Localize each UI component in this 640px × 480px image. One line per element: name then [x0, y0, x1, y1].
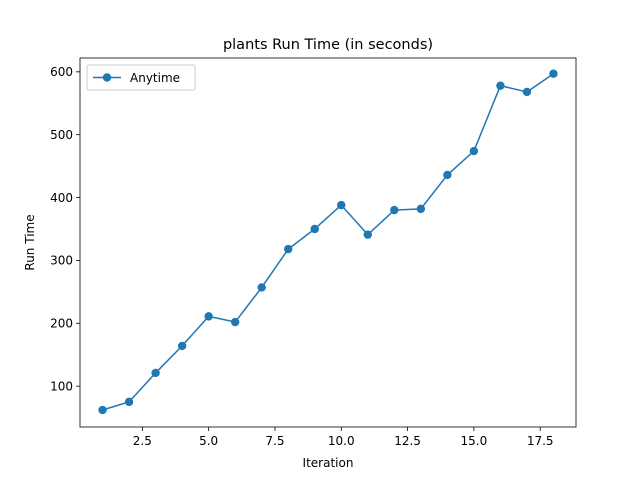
y-tick-label: 500	[50, 128, 73, 142]
x-tick-label: 15.0	[461, 434, 488, 448]
data-point	[443, 170, 452, 180]
data-point	[337, 200, 346, 210]
data-point	[416, 204, 426, 214]
data-point	[549, 69, 558, 78]
x-tick-label: 7.5	[265, 434, 284, 448]
data-point	[177, 341, 187, 351]
legend-series-label: Anytime	[130, 71, 180, 85]
chart-title: plants Run Time (in seconds)	[223, 37, 433, 53]
data-point	[469, 146, 479, 156]
plot-area-frame	[79, 57, 577, 428]
data-point	[390, 205, 399, 215]
data-point	[204, 312, 213, 321]
y-tick-label: 200	[50, 317, 73, 331]
data-point	[496, 81, 505, 90]
y-axis-label: Run Time	[23, 214, 37, 270]
plot-series	[98, 69, 558, 415]
data-point	[284, 244, 293, 254]
x-tick-label: 5.0	[199, 434, 218, 448]
data-point	[257, 283, 266, 292]
y-axis: 100 200 300 400 500 600	[50, 65, 80, 393]
data-point	[310, 224, 319, 234]
data-point	[98, 405, 107, 415]
x-tick-label: 10.0	[328, 434, 355, 448]
data-point	[151, 368, 160, 378]
data-point	[230, 317, 240, 327]
data-point	[124, 397, 134, 407]
y-tick-label: 300	[50, 254, 73, 268]
legend-box	[86, 64, 196, 91]
data-point	[363, 230, 372, 239]
x-axis: 2.5 5.0 7.5 10.0 12.5 15.0 17.5	[133, 427, 554, 448]
x-tick-label: 2.5	[133, 434, 152, 448]
x-tick-label: 12.5	[394, 434, 421, 448]
legend: Anytime	[86, 64, 196, 91]
x-tick-label: 17.5	[527, 434, 554, 448]
legend-series-marker	[102, 73, 112, 82]
x-axis-label: Iteration	[303, 456, 354, 470]
y-tick-label: 100	[50, 379, 73, 393]
series-line	[102, 73, 554, 411]
y-tick-label: 600	[50, 65, 73, 79]
y-tick-label: 400	[50, 191, 73, 205]
data-point	[522, 87, 532, 97]
